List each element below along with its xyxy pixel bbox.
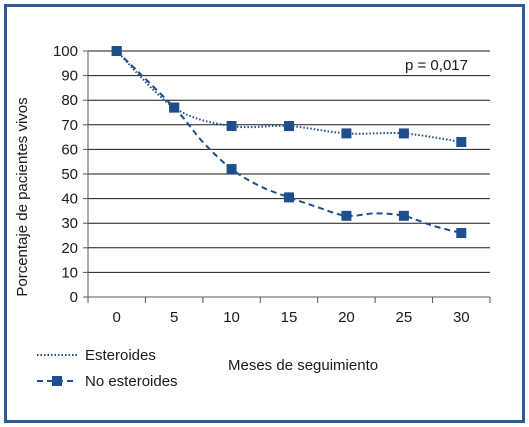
y-tick-label-100: 100 — [53, 43, 78, 60]
x-tick-label-15: 15 — [281, 309, 298, 326]
y-tick-label-0: 0 — [70, 289, 78, 306]
point-esteroides-30 — [456, 137, 467, 148]
p-value-annotation: p = 0,017 — [405, 57, 468, 74]
point-no-esteroides-20 — [341, 210, 352, 221]
x-tick-label-10: 10 — [223, 309, 240, 326]
y-axis-label: Porcentaje de pacientes vivos — [14, 97, 31, 296]
x-tick-label-30: 30 — [453, 309, 470, 326]
x-tick-label-0: 0 — [113, 309, 121, 326]
x-tick-label-20: 20 — [338, 309, 355, 326]
y-tick-label-50: 50 — [61, 166, 78, 183]
point-esteroides-10 — [226, 121, 237, 132]
point-no-esteroides-15 — [284, 192, 294, 203]
point-no-esteroides-10 — [226, 164, 237, 175]
x-axis-label: Meses de seguimiento — [228, 357, 378, 374]
legend-label-esteroides: Esteroides — [85, 347, 156, 364]
y-tick-label-90: 90 — [61, 68, 78, 85]
axes — [83, 50, 491, 303]
y-tick-label-20: 20 — [61, 240, 78, 257]
grid-lines — [88, 50, 490, 273]
x-tick-label-5: 5 — [170, 309, 178, 326]
tick-labels: 0 10 20 30 40 50 60 70 80 90 100 0 5 10 15 20 25 30 — [53, 43, 470, 326]
point-esteroides-25 — [398, 128, 409, 139]
point-no-esteroides-30 — [456, 228, 467, 239]
series — [111, 46, 467, 239]
y-tick-label-80: 80 — [61, 92, 78, 109]
y-tick-label-10: 10 — [61, 264, 78, 281]
point-esteroides-5 — [169, 102, 180, 113]
point-esteroides-0 — [111, 46, 122, 56]
y-tick-label-30: 30 — [61, 215, 78, 232]
legend-marker-no-esteroides — [52, 376, 62, 386]
x-tick-label-25: 25 — [396, 309, 413, 326]
series-line-no-esteroides — [116, 50, 462, 235]
y-tick-label-70: 70 — [61, 117, 78, 134]
point-no-esteroides-25 — [398, 210, 409, 221]
point-esteroides-20 — [341, 128, 352, 139]
y-tick-label-40: 40 — [61, 191, 78, 208]
legend: Esteroides No esteroides — [37, 347, 178, 390]
chart-frame — [4, 4, 525, 423]
point-esteroides-15 — [284, 121, 294, 132]
y-tick-label-60: 60 — [61, 141, 78, 158]
legend-label-no-esteroides: No esteroides — [85, 373, 178, 390]
